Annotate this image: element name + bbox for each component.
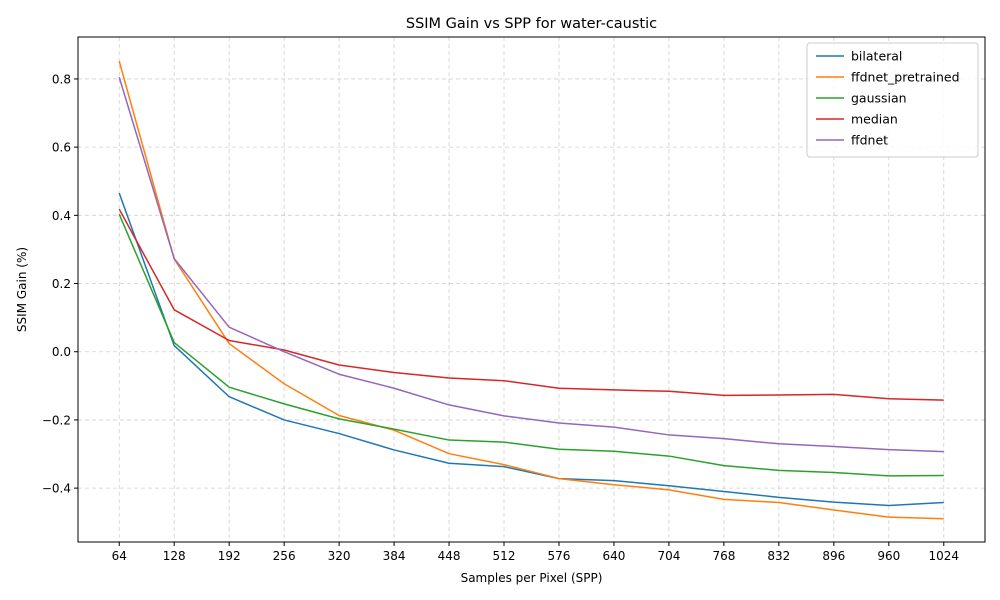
x-tick-label: 576 — [548, 549, 571, 563]
x-tick-label: 832 — [767, 549, 790, 563]
x-tick-label: 768 — [712, 549, 735, 563]
y-tick-label: 0.0 — [52, 345, 71, 359]
legend: bilateral ffdnet_pretrained gaussian median… — [806, 42, 979, 158]
x-axis-ticks: 64 128 192 256 320 384 448 512 576 640 704 768 832 89… — [112, 542, 959, 563]
series-line-ffdnet-pretrained — [118, 61, 944, 520]
legend-box — [806, 42, 979, 158]
chart-title: SSIM Gain vs SPP for water-caustic — [406, 16, 657, 32]
x-tick-label: 448 — [438, 549, 461, 563]
series-line-gaussian — [118, 214, 944, 477]
x-tick-label: 384 — [383, 549, 406, 563]
series-line-median — [118, 208, 944, 401]
y-tick-label: 0.6 — [52, 141, 71, 155]
y-tick-label: 0.2 — [52, 277, 71, 291]
series-line-bilateral — [118, 192, 944, 507]
y-tick-label: 0.8 — [52, 72, 71, 86]
series-lines — [118, 61, 944, 520]
y-tick-label: −0.4 — [42, 482, 71, 496]
x-tick-label: 896 — [822, 549, 845, 563]
legend-entry: gaussian — [851, 91, 907, 106]
grid — [78, 37, 985, 542]
y-axis-label: SSIM Gain (%) — [15, 247, 29, 332]
series-line-ffdnet — [118, 77, 944, 453]
x-tick-label: 128 — [163, 549, 186, 563]
plot-frame — [77, 36, 986, 543]
y-tick-label: −0.2 — [42, 413, 71, 427]
legend-entry: bilateral — [851, 49, 902, 64]
x-tick-label: 512 — [493, 549, 516, 563]
x-tick-label: 704 — [657, 549, 680, 563]
x-tick-label: 960 — [877, 549, 900, 563]
x-axis-label: Samples per Pixel (SPP) — [461, 571, 603, 585]
x-tick-label: 64 — [112, 549, 127, 563]
y-axis-ticks: −0.4 −0.2 0.0 0.2 0.4 0.6 0.8 — [42, 72, 78, 496]
y-tick-label: 0.4 — [52, 209, 71, 223]
x-tick-label: 320 — [328, 549, 351, 563]
x-tick-label: 192 — [218, 549, 241, 563]
x-tick-label: 640 — [603, 549, 626, 563]
x-tick-label: 256 — [273, 549, 296, 563]
legend-entry: ffdnet_pretrained — [851, 70, 960, 85]
x-tick-label: 1024 — [928, 549, 959, 563]
legend-entry: ffdnet — [851, 133, 888, 148]
legend-entry: median — [851, 112, 898, 127]
